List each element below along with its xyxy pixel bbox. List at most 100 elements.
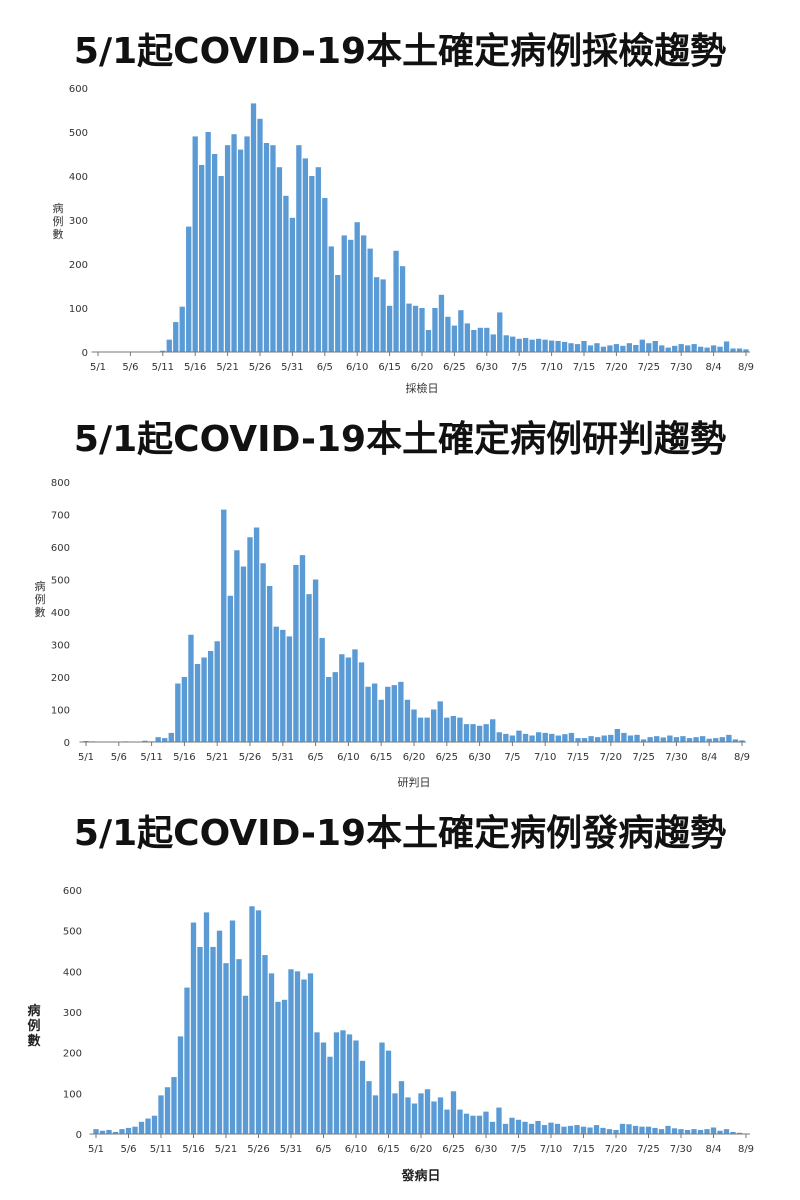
x-tick-label: 5/11 (150, 1144, 172, 1155)
y-tick-label: 200 (63, 1049, 82, 1060)
x-tick-label: 7/15 (573, 362, 595, 373)
bar (684, 1129, 691, 1134)
bar (673, 737, 680, 743)
bar (224, 145, 231, 352)
y-tick-label: 300 (51, 641, 70, 652)
bar (710, 345, 717, 352)
bar (353, 1040, 359, 1134)
bar (240, 566, 247, 742)
bar (106, 1129, 112, 1134)
bar (471, 330, 477, 352)
bar (406, 303, 412, 352)
bar (179, 306, 185, 352)
bar (175, 683, 181, 742)
bar (464, 323, 471, 352)
x-tick-label: 8/4 (706, 362, 722, 373)
bar (568, 343, 574, 352)
bar (444, 1109, 450, 1134)
bar (210, 946, 216, 1134)
bar (438, 294, 445, 352)
bar (686, 738, 693, 742)
bar (652, 341, 658, 352)
bar (424, 1089, 431, 1134)
x-tick-label: 6/10 (337, 752, 359, 763)
y-tick-label: 200 (51, 673, 70, 684)
bar (575, 738, 581, 742)
chart-panel-1: 5/1起COVID-19本土確定病例採檢趨勢 0 100 200 300 400 500 6… (0, 0, 800, 400)
x-tick-label: 7/25 (638, 362, 660, 373)
bar (132, 1126, 138, 1134)
bar (522, 733, 529, 743)
bar (632, 1125, 639, 1134)
bar (665, 347, 671, 352)
y-tick-label: 0 (76, 1130, 82, 1141)
bar (450, 1091, 457, 1134)
bar (268, 973, 275, 1134)
y-tick-label: 300 (69, 216, 88, 227)
bar (244, 136, 250, 352)
y-tick-label: 500 (63, 927, 82, 938)
bar (430, 709, 437, 742)
chart-title-1: 5/1起COVID-19本土確定病例採檢趨勢 (73, 31, 727, 72)
bar (283, 195, 289, 352)
bar (548, 340, 555, 352)
x-tick-label: 6/25 (443, 362, 465, 373)
bar (341, 235, 347, 352)
bar (345, 657, 352, 742)
bar (529, 735, 535, 742)
x-tick-label: 6/15 (378, 362, 400, 373)
bar (166, 339, 172, 352)
bar (691, 344, 697, 352)
x-tick-label: 8/9 (738, 362, 754, 373)
chart-panel-2: 5/1起COVID-19本土確定病例研判趨勢 0 100 200 300 400 500 6… (0, 400, 800, 800)
bar (412, 305, 419, 352)
bar (554, 1123, 561, 1134)
bar (549, 733, 555, 743)
bar (457, 717, 463, 743)
bar (312, 579, 319, 742)
bar (736, 1132, 743, 1134)
bar (581, 738, 588, 742)
y-axis-label: 病例數 (53, 201, 64, 241)
bar (340, 1030, 346, 1134)
y-tick-label: 200 (69, 260, 88, 271)
bar (601, 735, 607, 742)
bar (541, 1125, 548, 1134)
chart-title-3: 5/1起COVID-19本土確定病例發病趨勢 (73, 813, 727, 854)
bar (646, 343, 652, 352)
x-tick-label: 8/4 (701, 752, 717, 763)
bar (358, 662, 365, 743)
x-tick-label: 5/21 (206, 752, 228, 763)
x-tick-label: 7/20 (600, 752, 622, 763)
x-tick-label: 5/6 (111, 752, 127, 763)
bar (730, 348, 736, 352)
bar (658, 1129, 665, 1134)
bar (503, 335, 509, 352)
y-tick-label: 600 (63, 886, 82, 897)
bar (192, 136, 198, 352)
bar (671, 1128, 678, 1134)
bar (404, 699, 411, 742)
bar (627, 735, 634, 742)
bar (710, 1127, 717, 1134)
bar (299, 555, 306, 743)
x-tick-label: 5/31 (281, 362, 303, 373)
bar (186, 226, 192, 352)
bar (477, 327, 483, 352)
bar (542, 732, 548, 742)
bar (205, 132, 211, 352)
bar (275, 1001, 281, 1134)
y-tick-label: 100 (69, 304, 88, 315)
bar (352, 649, 358, 743)
bar (201, 657, 207, 742)
bar (574, 1125, 580, 1134)
bar (593, 1125, 600, 1134)
bar (723, 341, 730, 352)
bar (425, 330, 432, 352)
x-tick-label: 7/30 (670, 1144, 692, 1155)
bar (678, 1129, 684, 1134)
bar (587, 345, 594, 352)
bar (255, 910, 262, 1134)
x-tick-label: 7/10 (534, 752, 556, 763)
bar (450, 716, 457, 742)
